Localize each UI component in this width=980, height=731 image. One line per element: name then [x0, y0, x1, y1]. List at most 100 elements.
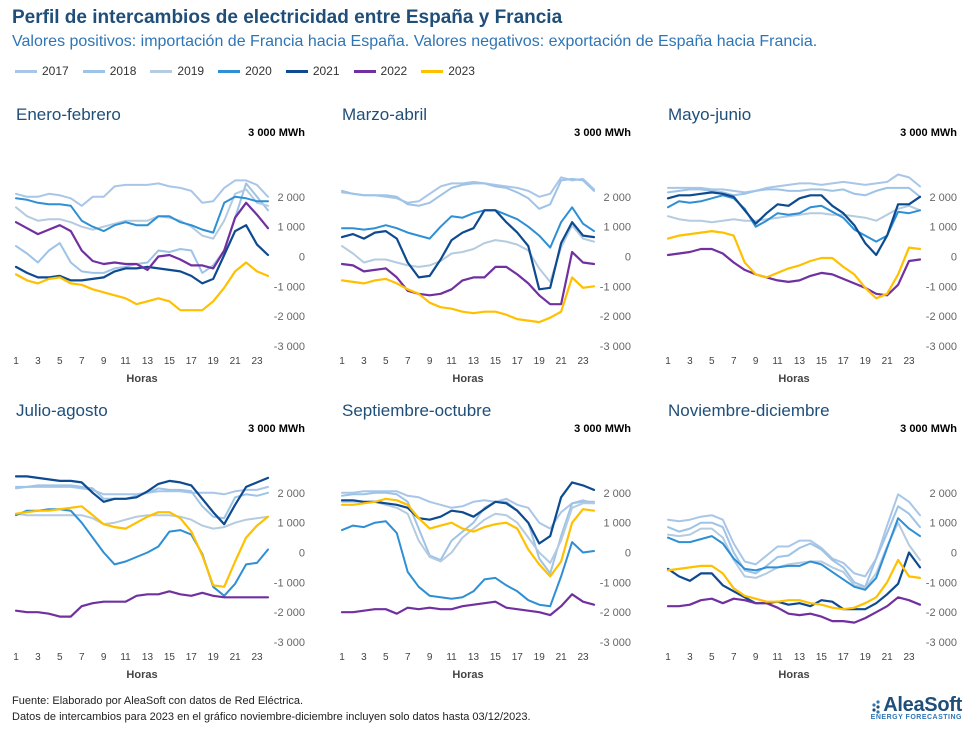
x-tick-label: 17	[838, 356, 850, 367]
y-tick-label: -1 000	[926, 577, 957, 589]
x-tick-label: 3	[361, 356, 367, 367]
panel-title: Julio-agosto	[16, 401, 108, 420]
x-tick-label: 5	[709, 356, 715, 367]
x-tick-label: 7	[79, 356, 85, 367]
y-tick-label: -1 000	[274, 281, 305, 293]
x-tick-label: 1	[665, 652, 671, 663]
series-line-2022	[666, 596, 922, 624]
x-tick-label: 23	[251, 652, 263, 663]
y-tick-label: 0	[625, 252, 631, 264]
panel-title: Mayo-junio	[668, 105, 751, 124]
x-tick-label: 11	[120, 356, 131, 367]
panel-title: Marzo-abril	[342, 105, 427, 124]
x-tick-label: 7	[405, 356, 411, 367]
unit-label: 3 000 MWh	[900, 423, 957, 435]
x-tick-label: 1	[339, 356, 345, 367]
y-tick-label: 2 000	[277, 488, 305, 500]
y-tick-label: 2 000	[603, 488, 631, 500]
x-tick-label: 13	[468, 356, 480, 367]
x-tick-label: 21	[882, 356, 894, 367]
legend-swatch	[421, 69, 444, 73]
y-tick-label: 0	[299, 548, 305, 560]
x-tick-label: 9	[101, 356, 107, 367]
chart-panel-1: Enero-febrero 3 000 MWh -3 000 -2 000 -1 000…	[13, 105, 305, 385]
legend: 2017 2018 2019 2020 2021 2022 2023	[15, 62, 489, 80]
x-tick-label: 15	[490, 356, 502, 367]
series-line-2023	[340, 497, 596, 578]
x-tick-label: 17	[838, 652, 850, 663]
series-line-2021	[14, 475, 270, 526]
x-tick-label: 5	[383, 652, 389, 663]
x-axis-label: Horas	[452, 373, 483, 385]
series-line-2020	[15, 508, 269, 597]
footer-note: Datos de intercambios para 2023 en el gr…	[12, 711, 531, 723]
series-line-2023	[14, 261, 270, 312]
x-tick-label: 17	[512, 356, 524, 367]
legend-item-2019: 2019	[150, 62, 204, 80]
x-tick-label: 23	[903, 356, 915, 367]
y-tick-label: -1 000	[274, 577, 305, 589]
footer-source: Fuente: Elaborado por AleaSoft con datos…	[12, 695, 304, 707]
x-axis-label: Horas	[452, 669, 483, 681]
x-tick-label: 15	[816, 652, 828, 663]
legend-label: 2018	[109, 64, 137, 78]
legend-item-2022: 2022	[353, 62, 408, 80]
x-tick-label: 7	[79, 652, 85, 663]
x-tick-label: 23	[251, 356, 263, 367]
x-tick-label: 3	[35, 356, 41, 367]
series-line-2023	[340, 276, 596, 324]
y-tick-label: 1 000	[929, 222, 957, 234]
x-axis-label: Horas	[126, 669, 157, 681]
x-tick-label: 23	[577, 652, 589, 663]
x-tick-label: 7	[731, 652, 737, 663]
series-line-2023	[666, 558, 922, 611]
x-tick-label: 13	[794, 652, 806, 663]
x-tick-label: 3	[35, 652, 41, 663]
chart-panel-2: Marzo-abril 3 000 MWh -3 000 -2 000 -1 000 0 1…	[339, 105, 631, 385]
y-tick-label: 2 000	[603, 192, 631, 204]
x-tick-label: 19	[534, 652, 546, 663]
unit-label: 3 000 MWh	[574, 423, 631, 435]
x-tick-label: 13	[468, 652, 480, 663]
y-tick-label: 0	[951, 548, 957, 560]
x-axis-label: Horas	[778, 669, 809, 681]
legend-label: 2019	[177, 64, 205, 78]
y-tick-label: -3 000	[274, 637, 305, 649]
x-tick-label: 3	[361, 652, 367, 663]
x-tick-label: 1	[339, 652, 345, 663]
legend-label: 2022	[380, 64, 408, 78]
unit-label: 3 000 MWh	[574, 127, 631, 139]
x-tick-label: 9	[753, 356, 759, 367]
series-line-2018	[341, 177, 595, 210]
x-tick-label: 23	[903, 652, 915, 663]
x-tick-label: 11	[772, 356, 783, 367]
chart-panel-4: Julio-agosto 3 000 MWh -3 000 -2 000 -1 000 0…	[13, 401, 305, 681]
legend-item-2023: 2023	[421, 62, 475, 80]
chart-subtitle: Valores positivos: importación de Franci…	[12, 33, 818, 50]
series-line-2022	[14, 201, 270, 271]
legend-swatch	[218, 69, 241, 73]
y-tick-label: 0	[299, 252, 305, 264]
legend-label: 2020	[245, 64, 272, 78]
x-tick-label: 17	[512, 652, 524, 663]
series-line-2021	[666, 551, 922, 611]
y-tick-label: 1 000	[603, 518, 631, 530]
chart-panel-5: Septiembre-octubre 3 000 MWh -3 000 -2 000 -…	[339, 401, 631, 681]
x-tick-label: 19	[860, 356, 872, 367]
series-line-2023	[666, 230, 922, 300]
y-tick-label: -1 000	[600, 577, 631, 589]
y-tick-label: 2 000	[277, 192, 305, 204]
legend-item-2017: 2017	[15, 62, 69, 80]
x-tick-label: 5	[57, 356, 63, 367]
x-tick-label: 1	[13, 356, 19, 367]
x-axis-label: Horas	[126, 373, 157, 385]
logo-tagline: ENERGY FORECASTING	[870, 714, 962, 721]
series-line-2020	[341, 206, 595, 249]
x-tick-label: 1	[13, 652, 19, 663]
series-line-2022	[666, 247, 922, 297]
y-tick-label: -1 000	[926, 281, 957, 293]
x-tick-label: 9	[101, 652, 107, 663]
series-line-2019	[15, 188, 269, 240]
series-line-2019	[15, 512, 269, 530]
